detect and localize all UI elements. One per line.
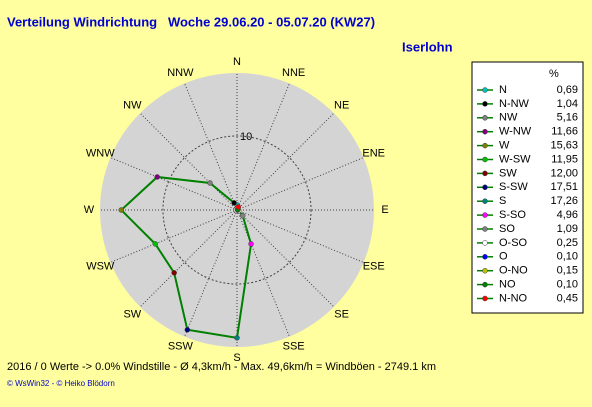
direction-label: S xyxy=(233,352,240,364)
legend-marker xyxy=(482,101,488,107)
legend-marker xyxy=(482,212,488,218)
legend-value: 0,15 xyxy=(557,265,578,277)
direction-label: NNE xyxy=(282,67,305,79)
legend-marker xyxy=(482,142,488,149)
legend-value: 4,96 xyxy=(557,209,578,221)
legend-value: 0,25 xyxy=(557,237,578,249)
legend-label: N-NW xyxy=(499,98,530,110)
legend-value: 11,95 xyxy=(551,153,578,165)
legend-value: 17,26 xyxy=(550,195,578,207)
legend-marker xyxy=(482,281,488,288)
legend-label: S-SO xyxy=(499,209,526,221)
spoke xyxy=(236,209,364,263)
chart-title: Verteilung Windrichtung Woche 29.06.20 -… xyxy=(7,14,375,29)
legend-label: O xyxy=(499,251,508,263)
spoke xyxy=(236,83,290,211)
point xyxy=(154,174,160,180)
direction-label: NNW xyxy=(167,67,194,79)
spoke xyxy=(236,209,335,308)
legend-marker xyxy=(482,295,488,302)
legend-label: W-NW xyxy=(499,126,532,138)
location: Iserlohn xyxy=(402,39,453,54)
point xyxy=(171,270,177,276)
legend-value: 0,45 xyxy=(557,292,578,304)
legend-label: O-NO xyxy=(499,265,528,277)
point xyxy=(184,327,191,333)
direction-label: NE xyxy=(334,99,349,111)
spoke xyxy=(184,83,238,211)
legend-marker xyxy=(482,184,488,191)
legend-label: N-NO xyxy=(499,292,528,304)
footer: 2016 / 0 Werte -> 0.0% Windstille - Ø 4,… xyxy=(7,361,436,373)
spoke xyxy=(139,209,238,308)
r-tick-label: 10 xyxy=(240,131,252,143)
legend-value: 0,10 xyxy=(557,279,578,291)
legend-label: N xyxy=(499,84,507,96)
direction-label: WNW xyxy=(86,147,115,159)
direction-label: SE xyxy=(334,309,349,321)
point xyxy=(239,212,246,219)
legend-label: S-SW xyxy=(499,181,528,193)
spoke xyxy=(236,209,290,337)
legend-marker xyxy=(482,87,488,93)
point xyxy=(118,207,125,213)
legend-label: NW xyxy=(499,112,518,124)
legend-marker xyxy=(482,226,488,232)
legend-label: SO xyxy=(499,223,515,235)
direction-label: NW xyxy=(123,99,142,111)
legend-marker xyxy=(482,128,488,135)
spoke xyxy=(236,112,335,211)
direction-label: WSW xyxy=(86,261,115,273)
legend-marker xyxy=(482,115,488,121)
direction-label: SW xyxy=(123,309,141,321)
direction-label: ENE xyxy=(362,147,385,159)
legend-label: W-SW xyxy=(499,153,531,165)
point xyxy=(234,335,240,341)
point xyxy=(248,241,254,247)
legend-value: 0,69 xyxy=(557,84,578,96)
point xyxy=(231,200,237,206)
legend-value: 11,66 xyxy=(551,126,578,138)
spoke xyxy=(110,157,238,211)
direction-label: W xyxy=(84,204,95,216)
legend-marker xyxy=(482,156,488,163)
legend-value: 17,51 xyxy=(550,181,578,193)
legend-marker xyxy=(482,170,488,177)
legend-value: 15,63 xyxy=(550,140,578,152)
direction-label: ESE xyxy=(363,261,385,273)
legend-value: 12,00 xyxy=(550,167,578,179)
legend-marker xyxy=(482,240,488,246)
point xyxy=(235,204,242,210)
grid-circle xyxy=(162,135,312,285)
spoke xyxy=(110,209,238,263)
direction-label: E xyxy=(381,204,388,216)
spoke xyxy=(184,209,238,337)
direction-label: N xyxy=(233,56,241,68)
legend-marker xyxy=(482,267,488,274)
legend-label: SW xyxy=(499,167,517,179)
legend-label: NO xyxy=(499,279,516,291)
legend-value: 0,10 xyxy=(557,251,578,263)
point xyxy=(207,180,213,186)
legend-label: W xyxy=(499,140,510,152)
spoke xyxy=(139,112,238,211)
legend-marker xyxy=(482,198,488,204)
legend-label: S xyxy=(499,195,506,207)
legend-value: 1,09 xyxy=(557,223,578,235)
point xyxy=(152,241,158,247)
legend-value: 5,16 xyxy=(557,112,578,124)
credit: © WsWin32 - © Heiko Blödorn xyxy=(7,379,115,388)
direction-label: SSE xyxy=(283,341,305,353)
legend-label: O-SO xyxy=(499,237,528,249)
legend-value: 1,04 xyxy=(557,98,578,110)
direction-label: SSW xyxy=(168,341,194,353)
legend-header: % xyxy=(549,68,559,80)
legend-marker xyxy=(482,254,488,260)
spoke xyxy=(236,157,364,211)
